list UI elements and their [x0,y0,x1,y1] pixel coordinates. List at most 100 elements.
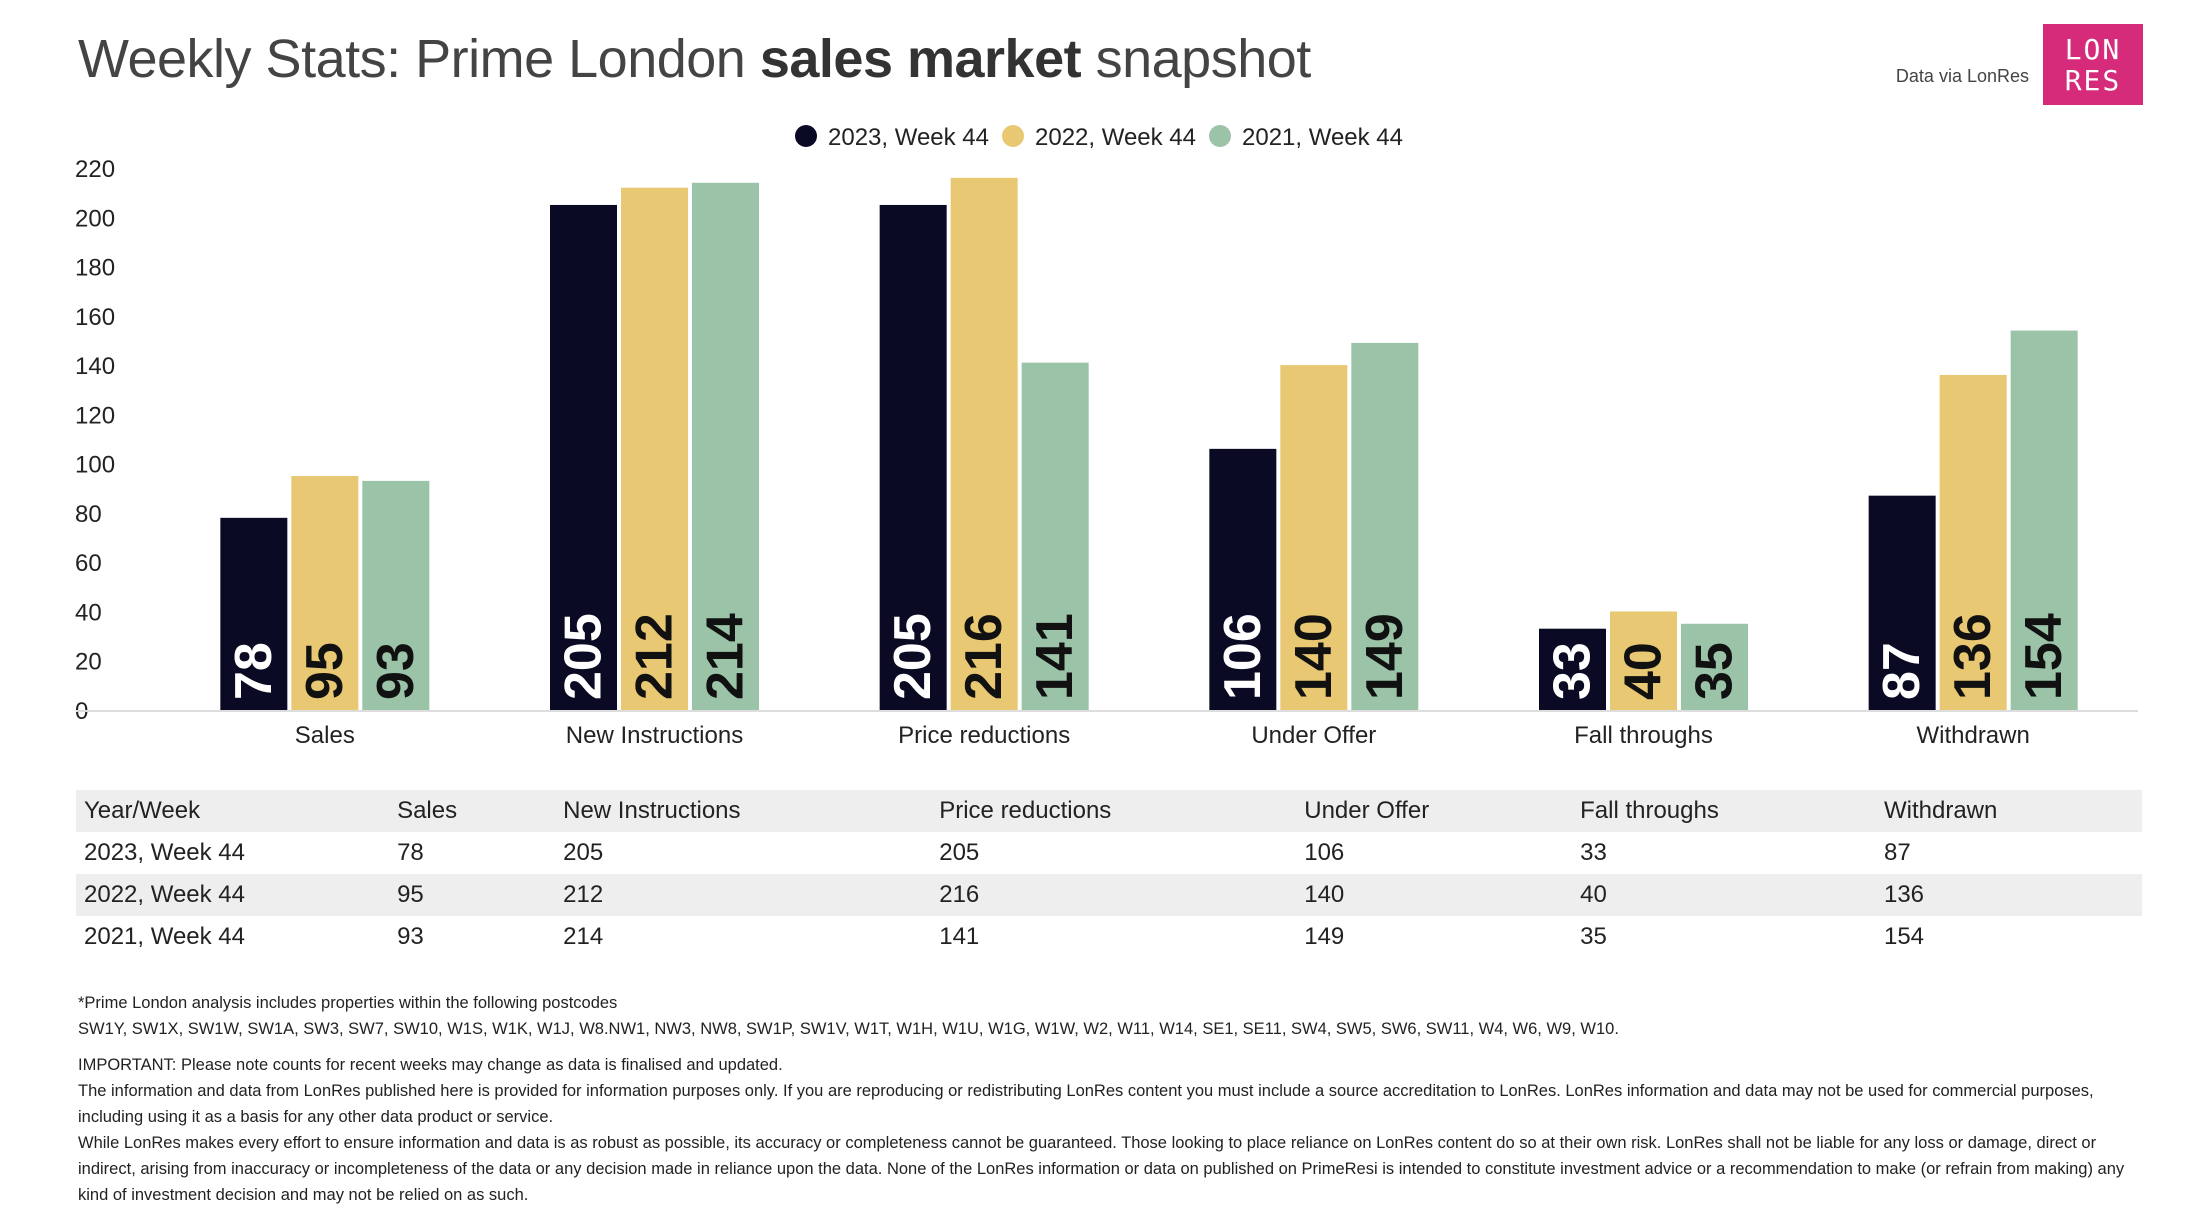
bar-group-withdrawn: 87 136 154 [1868,330,2078,710]
bar-withdrawn-2023-week-44 [1868,495,1936,710]
data-label-price-reductions-2021-week-44: 141 [1026,613,1084,700]
table-cell: 106 [1304,839,1345,866]
data-label-price-reductions-2022-week-44: 216 [955,613,1013,700]
table-header-row: Year/Week Sales New Instructions Price redu… [76,790,2142,832]
y-tick-140: 140 [75,353,115,380]
x-tick-fall-throughs: Fall throughs [1574,722,1713,749]
table-header-cell: Price reductions [939,797,1112,824]
y-tick-40: 40 [75,599,102,626]
table-cell: 35 [1580,923,1607,950]
bar-price-reductions-2023-week-44 [879,204,947,711]
bar-new-instructions-2023-week-44 [550,204,617,711]
logo-line-1: LON [2064,32,2122,66]
lonres-logo: LON RES [2043,24,2143,105]
bar-withdrawn-2022-week-44 [1939,374,2007,710]
table-cell: 2023, Week 44 [84,839,246,866]
legend-label-2022-week-44: 2022, Week 44 [1035,124,1196,151]
bar-group-under-offer: 106 140 149 [1209,342,1419,710]
table-cell: 149 [1304,923,1345,950]
bar-group-price-reductions: 205 216 141 [879,177,1089,711]
title-bold: sales market [759,29,1082,89]
bar-sales-2022-week-44 [291,475,359,710]
bar-under-offer-2022-week-44 [1280,365,1348,710]
legend-marker-2021-week-44 [1209,125,1231,147]
y-tick-60: 60 [75,550,102,577]
stats-table: Year/Week Sales New Instructions Price redu… [76,790,2142,958]
bar-groups: 78 95 93 205 212 214 205 216 141 106 140 149 33 40 35 8… [220,177,2078,711]
footnotes: *Prime London analysis includes properti… [78,990,2138,1208]
x-tick-price-reductions: Price reductions [898,722,1070,749]
y-tick-160: 160 [75,304,115,331]
logo-line-2: RES [2064,63,2122,97]
disclaimer-note: While LonRes makes every effort to ensur… [78,1134,2125,1204]
table-header-cell: Withdrawn [1883,797,1998,824]
legend-marker-2023-week-44 [795,125,817,147]
legend-label-2021-week-44: 2021, Week 44 [1242,124,1403,151]
bar-price-reductions-2022-week-44 [950,177,1018,710]
x-tick-new-instructions: New Instructions [566,722,743,749]
data-label-new-instructions-2021-week-44: 214 [697,613,755,700]
bar-withdrawn-2021-week-44 [2010,330,2078,710]
data-label-fall-throughs-2023-week-44: 33 [1544,642,1602,700]
y-tick-100: 100 [75,452,115,479]
table-row: 2023, Week 44 78 205 205 106 33 87 [76,832,2142,874]
page-title: Weekly Stats: Prime London sales market … [78,28,1311,90]
table-cell: 216 [939,881,980,908]
legend-label-2023-week-44: 2023, Week 44 [828,124,989,151]
data-label-withdrawn-2021-week-44: 154 [2015,613,2073,700]
data-label-withdrawn-2023-week-44: 87 [1873,642,1931,700]
table-cell: 93 [397,923,424,950]
table-header-cell: New Instructions [563,797,741,824]
y-tick-200: 200 [75,205,115,232]
bar-sales-2023-week-44 [220,517,288,710]
table-cell: 40 [1580,881,1607,908]
data-label-under-offer-2023-week-44: 106 [1214,613,1272,700]
table-header-cell: Under Offer [1304,797,1430,824]
x-tick-sales: Sales [295,722,355,749]
table-cell: 2021, Week 44 [84,923,246,950]
table-row: 2021, Week 44 93 214 141 149 35 154 [76,916,2142,958]
table-cell: 78 [397,839,424,866]
table-cell: 136 [1883,881,1925,908]
y-tick-20: 20 [75,649,102,676]
legend-marker-2022-week-44 [1002,125,1024,147]
table-header-cell: Year/Week [84,797,201,824]
bar-new-instructions-2022-week-44 [621,187,688,710]
bar-chart: 2023, Week 44 2022, Week 44 2021, Week 44 … [75,124,2138,749]
title-suffix: snapshot [1081,29,1312,89]
table-row: 2022, Week 44 95 212 216 140 40 136 [76,874,2142,916]
title-prefix: Weekly Stats: Prime London [78,29,760,89]
data-label-fall-throughs-2022-week-44: 40 [1615,642,1673,700]
data-source-label: Data via LonRes [1895,66,2029,86]
important-note: IMPORTANT: Please note counts for recent… [78,1056,783,1074]
y-tick-180: 180 [75,255,115,282]
table-header-cell: Sales [397,797,458,824]
table-cell: 205 [563,839,604,866]
data-label-under-offer-2022-week-44: 140 [1285,613,1343,700]
bar-fall-throughs-2023-week-44 [1539,628,1606,710]
usage-note: The information and data from LonRes pub… [78,1082,2094,1126]
table-cell: 2022, Week 44 [84,881,246,908]
bar-new-instructions-2021-week-44 [692,182,759,711]
data-label-under-offer-2021-week-44: 149 [1356,613,1414,700]
data-label-price-reductions-2023-week-44: 205 [884,613,942,700]
data-label-new-instructions-2022-week-44: 212 [626,613,684,700]
table-cell: 154 [1883,923,1925,950]
chart-legend: 2023, Week 44 2022, Week 44 2021, Week 44 [795,124,1403,151]
bar-price-reductions-2021-week-44 [1021,362,1089,710]
table-header-cell: Fall throughs [1580,797,1719,824]
bar-fall-throughs-2022-week-44 [1610,611,1677,710]
data-label-sales-2022-week-44: 95 [296,642,354,700]
data-label-sales-2023-week-44: 78 [225,642,283,700]
bar-group-sales: 78 95 93 [220,475,430,710]
y-tick-80: 80 [75,501,102,528]
x-tick-withdrawn: Withdrawn [1916,722,2029,749]
table-cell: 140 [1304,881,1345,908]
data-label-fall-throughs-2021-week-44: 35 [1686,642,1744,700]
data-label-new-instructions-2023-week-44: 205 [555,613,613,700]
table-cell: 141 [939,923,980,950]
bar-group-fall-throughs: 33 40 35 [1539,611,1748,710]
table-body: 2023, Week 44 78 205 205 106 33 87 2022, Week 4… [76,832,2142,958]
bar-group-new-instructions: 205 212 214 [550,182,759,711]
